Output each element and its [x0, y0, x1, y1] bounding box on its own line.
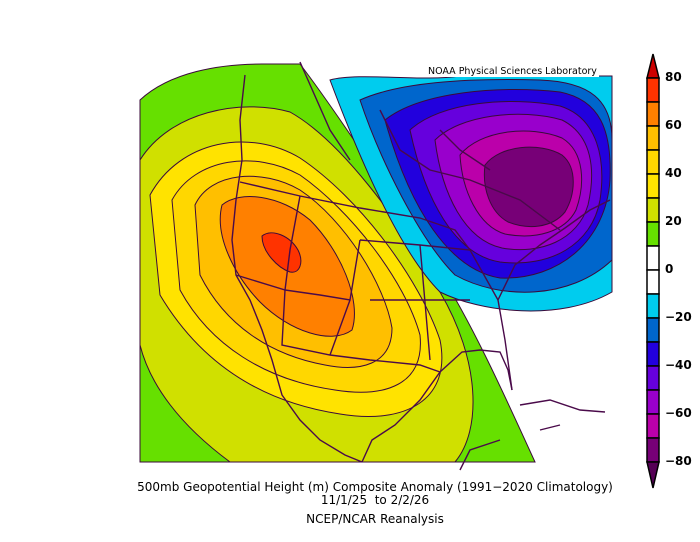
- colorbar-tick-label: −20: [665, 310, 692, 324]
- colorbar-segment: [646, 197, 660, 223]
- colorbar-segment: [646, 245, 660, 271]
- colorbar-tick-label: −40: [665, 358, 692, 372]
- map-source: NCEP/NCAR Reanalysis: [306, 512, 444, 526]
- colorbar-segment: [646, 125, 660, 151]
- colorbar-segment: [646, 341, 660, 367]
- colorbar-tick-label: 20: [665, 214, 682, 228]
- colorbar-under-arrow: [646, 461, 660, 489]
- colorbar-segment: [646, 269, 660, 295]
- colorbar-segment: [646, 221, 660, 247]
- colorbar-segment: [646, 437, 660, 463]
- colorbar-tick-label: 40: [665, 166, 682, 180]
- colorbar-tick-label: −60: [665, 406, 692, 420]
- colorbar-segment: [646, 389, 660, 415]
- credit-label: NOAA Physical Sciences Laboratory: [426, 66, 599, 77]
- map-title: 500mb Geopotential Height (m) Composite …: [137, 480, 613, 494]
- colorbar-segment: [646, 173, 660, 199]
- colorbar-over-arrow: [646, 53, 660, 79]
- colorbar: [646, 53, 660, 489]
- colorbar-tick-label: 60: [665, 118, 682, 132]
- colorbar-tick-label: 80: [665, 70, 682, 84]
- colorbar-segment: [646, 413, 660, 439]
- map-dates: 11/1/25 to 2/2/26: [320, 493, 430, 507]
- colorbar-segment: [646, 317, 660, 343]
- contour-neg70: [483, 146, 574, 228]
- colorbar-segment: [646, 101, 660, 127]
- coastlines-and-borders: [231, 61, 611, 471]
- colorbar-segment: [646, 365, 660, 391]
- colorbar-tick-label: 0: [665, 262, 674, 276]
- colorbar-tick-label: −80: [665, 454, 692, 468]
- colorbar-segment: [646, 149, 660, 175]
- colorbar-segment: [646, 77, 660, 103]
- colorbar-segment: [646, 293, 660, 319]
